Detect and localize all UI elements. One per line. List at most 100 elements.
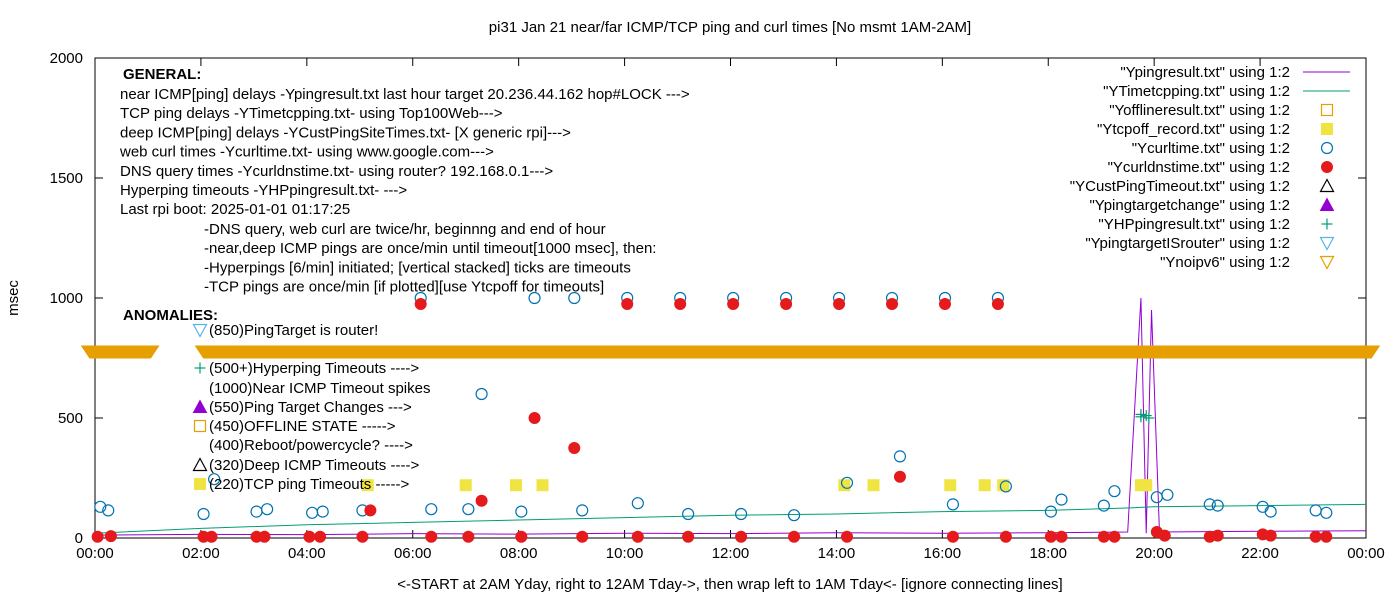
data-point bbox=[999, 480, 1012, 493]
data-point bbox=[991, 298, 1004, 310]
general-line: Last rpi boot: 2025-01-01 01:17:25 bbox=[120, 201, 350, 218]
data-point bbox=[1203, 498, 1216, 511]
data-point bbox=[631, 530, 644, 543]
data-point bbox=[841, 530, 854, 543]
data-point bbox=[314, 530, 327, 543]
anomaly-text: (500+)Hyperping Timeouts ----> bbox=[209, 360, 419, 377]
data-point bbox=[1309, 504, 1322, 517]
data-point bbox=[205, 530, 218, 543]
anomaly-marker bbox=[192, 323, 208, 338]
legend-marker bbox=[1321, 218, 1333, 230]
legend-marker bbox=[1319, 197, 1335, 211]
series-1 bbox=[94, 503, 1367, 534]
general-line: Hyperping timeouts -YHPpingresult.txt- -… bbox=[120, 182, 407, 199]
y-tick-label: 2000 bbox=[50, 50, 83, 67]
anomaly-text: (220)TCP ping Timeouts -----> bbox=[209, 476, 409, 493]
x-tick-label: 14:00 bbox=[818, 545, 856, 562]
data-point bbox=[1264, 529, 1277, 542]
data-point bbox=[838, 479, 851, 492]
legend-marker bbox=[1320, 103, 1334, 117]
data-point bbox=[459, 479, 472, 492]
data-point bbox=[1097, 499, 1110, 512]
data-point bbox=[1140, 410, 1152, 422]
series-line bbox=[94, 503, 1367, 534]
series-8 bbox=[1135, 408, 1155, 424]
y-axis-label: msec bbox=[5, 280, 22, 316]
data-point bbox=[674, 298, 687, 310]
data-point bbox=[893, 470, 906, 483]
data-point bbox=[682, 530, 695, 543]
data-point bbox=[1143, 412, 1155, 424]
legend-marker bbox=[1319, 255, 1335, 270]
legend-label: "YCustPingTimeout.txt" using 1:2 bbox=[1070, 178, 1290, 195]
plot-area: 0 500 1000 1500 2000 00:00 02:00 04:00 06:00 08:0… bbox=[50, 50, 1385, 562]
data-point bbox=[462, 503, 475, 516]
x-tick-label: 08:00 bbox=[500, 545, 538, 562]
legend-label: "YTimetcpping.txt" using 1:2 bbox=[1103, 83, 1290, 100]
x-tick-label: 20:00 bbox=[1135, 545, 1173, 562]
x-tick-label: 18:00 bbox=[1029, 545, 1067, 562]
series-5 bbox=[91, 298, 1333, 543]
data-point bbox=[727, 298, 740, 310]
general-line: web curl times -Ycurltime.txt- using www… bbox=[119, 144, 494, 161]
data-point bbox=[515, 530, 528, 543]
y-tick-label: 1500 bbox=[50, 170, 83, 187]
x-tick-label: 06:00 bbox=[394, 545, 432, 562]
legend-label: "Ycurldnstime.txt" using 1:2 bbox=[1108, 159, 1290, 176]
note-line: -Hyperpings [6/min] initiated; [vertical… bbox=[204, 259, 631, 276]
data-point bbox=[1097, 530, 1110, 543]
data-point bbox=[780, 298, 793, 310]
data-point bbox=[682, 507, 695, 521]
y-tick-label: 500 bbox=[58, 410, 83, 427]
data-point bbox=[1108, 485, 1121, 498]
data-point bbox=[316, 505, 329, 518]
data-point bbox=[1158, 529, 1171, 542]
series-10 bbox=[80, 345, 1381, 359]
legend-label: "YHPpingresult.txt" using 1:2 bbox=[1098, 216, 1290, 233]
x-tick-label: 12:00 bbox=[712, 545, 750, 562]
data-point bbox=[250, 505, 263, 518]
data-point bbox=[102, 504, 115, 517]
data-point bbox=[893, 450, 907, 463]
data-point bbox=[475, 387, 488, 401]
anomaly-marker bbox=[192, 457, 208, 472]
note-line: -TCP pings are once/min [if plotted][use… bbox=[204, 279, 604, 296]
data-point bbox=[1211, 529, 1224, 542]
data-point bbox=[1150, 491, 1163, 504]
x-axis-label: <-START at 2AM Yday, right to 12AM Tday-… bbox=[397, 576, 1062, 593]
legend-label: "YpingtargetISrouter" using 1:2 bbox=[1085, 235, 1290, 252]
legend-marker bbox=[1320, 141, 1334, 155]
data-point bbox=[104, 530, 117, 543]
legend-label: "Ytcpoff_record.txt" using 1:2 bbox=[1097, 121, 1290, 138]
legend-marker bbox=[1321, 161, 1333, 173]
data-point bbox=[1309, 530, 1322, 543]
data-point bbox=[515, 505, 528, 518]
data-point bbox=[1044, 530, 1057, 543]
data-point bbox=[1264, 505, 1277, 518]
data-point bbox=[1108, 530, 1121, 543]
data-point bbox=[938, 298, 951, 310]
note-line: -DNS query, web curl are twice/hr, begin… bbox=[204, 221, 606, 238]
y-tick-label: 1000 bbox=[50, 290, 83, 307]
data-point bbox=[425, 530, 438, 543]
anomaly-marker bbox=[192, 399, 208, 413]
data-point bbox=[1140, 479, 1153, 492]
data-point bbox=[475, 494, 488, 507]
x-tick-label: 02:00 bbox=[182, 545, 220, 562]
general-line: DNS query times -Ycurldnstime.txt- using… bbox=[120, 163, 553, 180]
series-3 bbox=[361, 479, 1153, 492]
x-tick-label: 00:00 bbox=[1347, 545, 1385, 562]
general-line: deep ICMP[ping] delays -YCustPingSiteTim… bbox=[120, 124, 571, 141]
data-point bbox=[528, 291, 541, 305]
data-point bbox=[621, 298, 634, 310]
data-point bbox=[1161, 488, 1174, 501]
x-tick-label: 04:00 bbox=[288, 545, 326, 562]
data-point bbox=[1256, 500, 1269, 513]
general-line: TCP ping delays -YTimetcpping.txt- using… bbox=[120, 105, 503, 122]
general-line: near ICMP[ping] delays -Ypingresult.txt … bbox=[120, 86, 690, 103]
data-point bbox=[576, 530, 589, 543]
data-point bbox=[944, 479, 957, 492]
anomaly-text: (400)Reboot/powercycle? ----> bbox=[209, 437, 413, 454]
